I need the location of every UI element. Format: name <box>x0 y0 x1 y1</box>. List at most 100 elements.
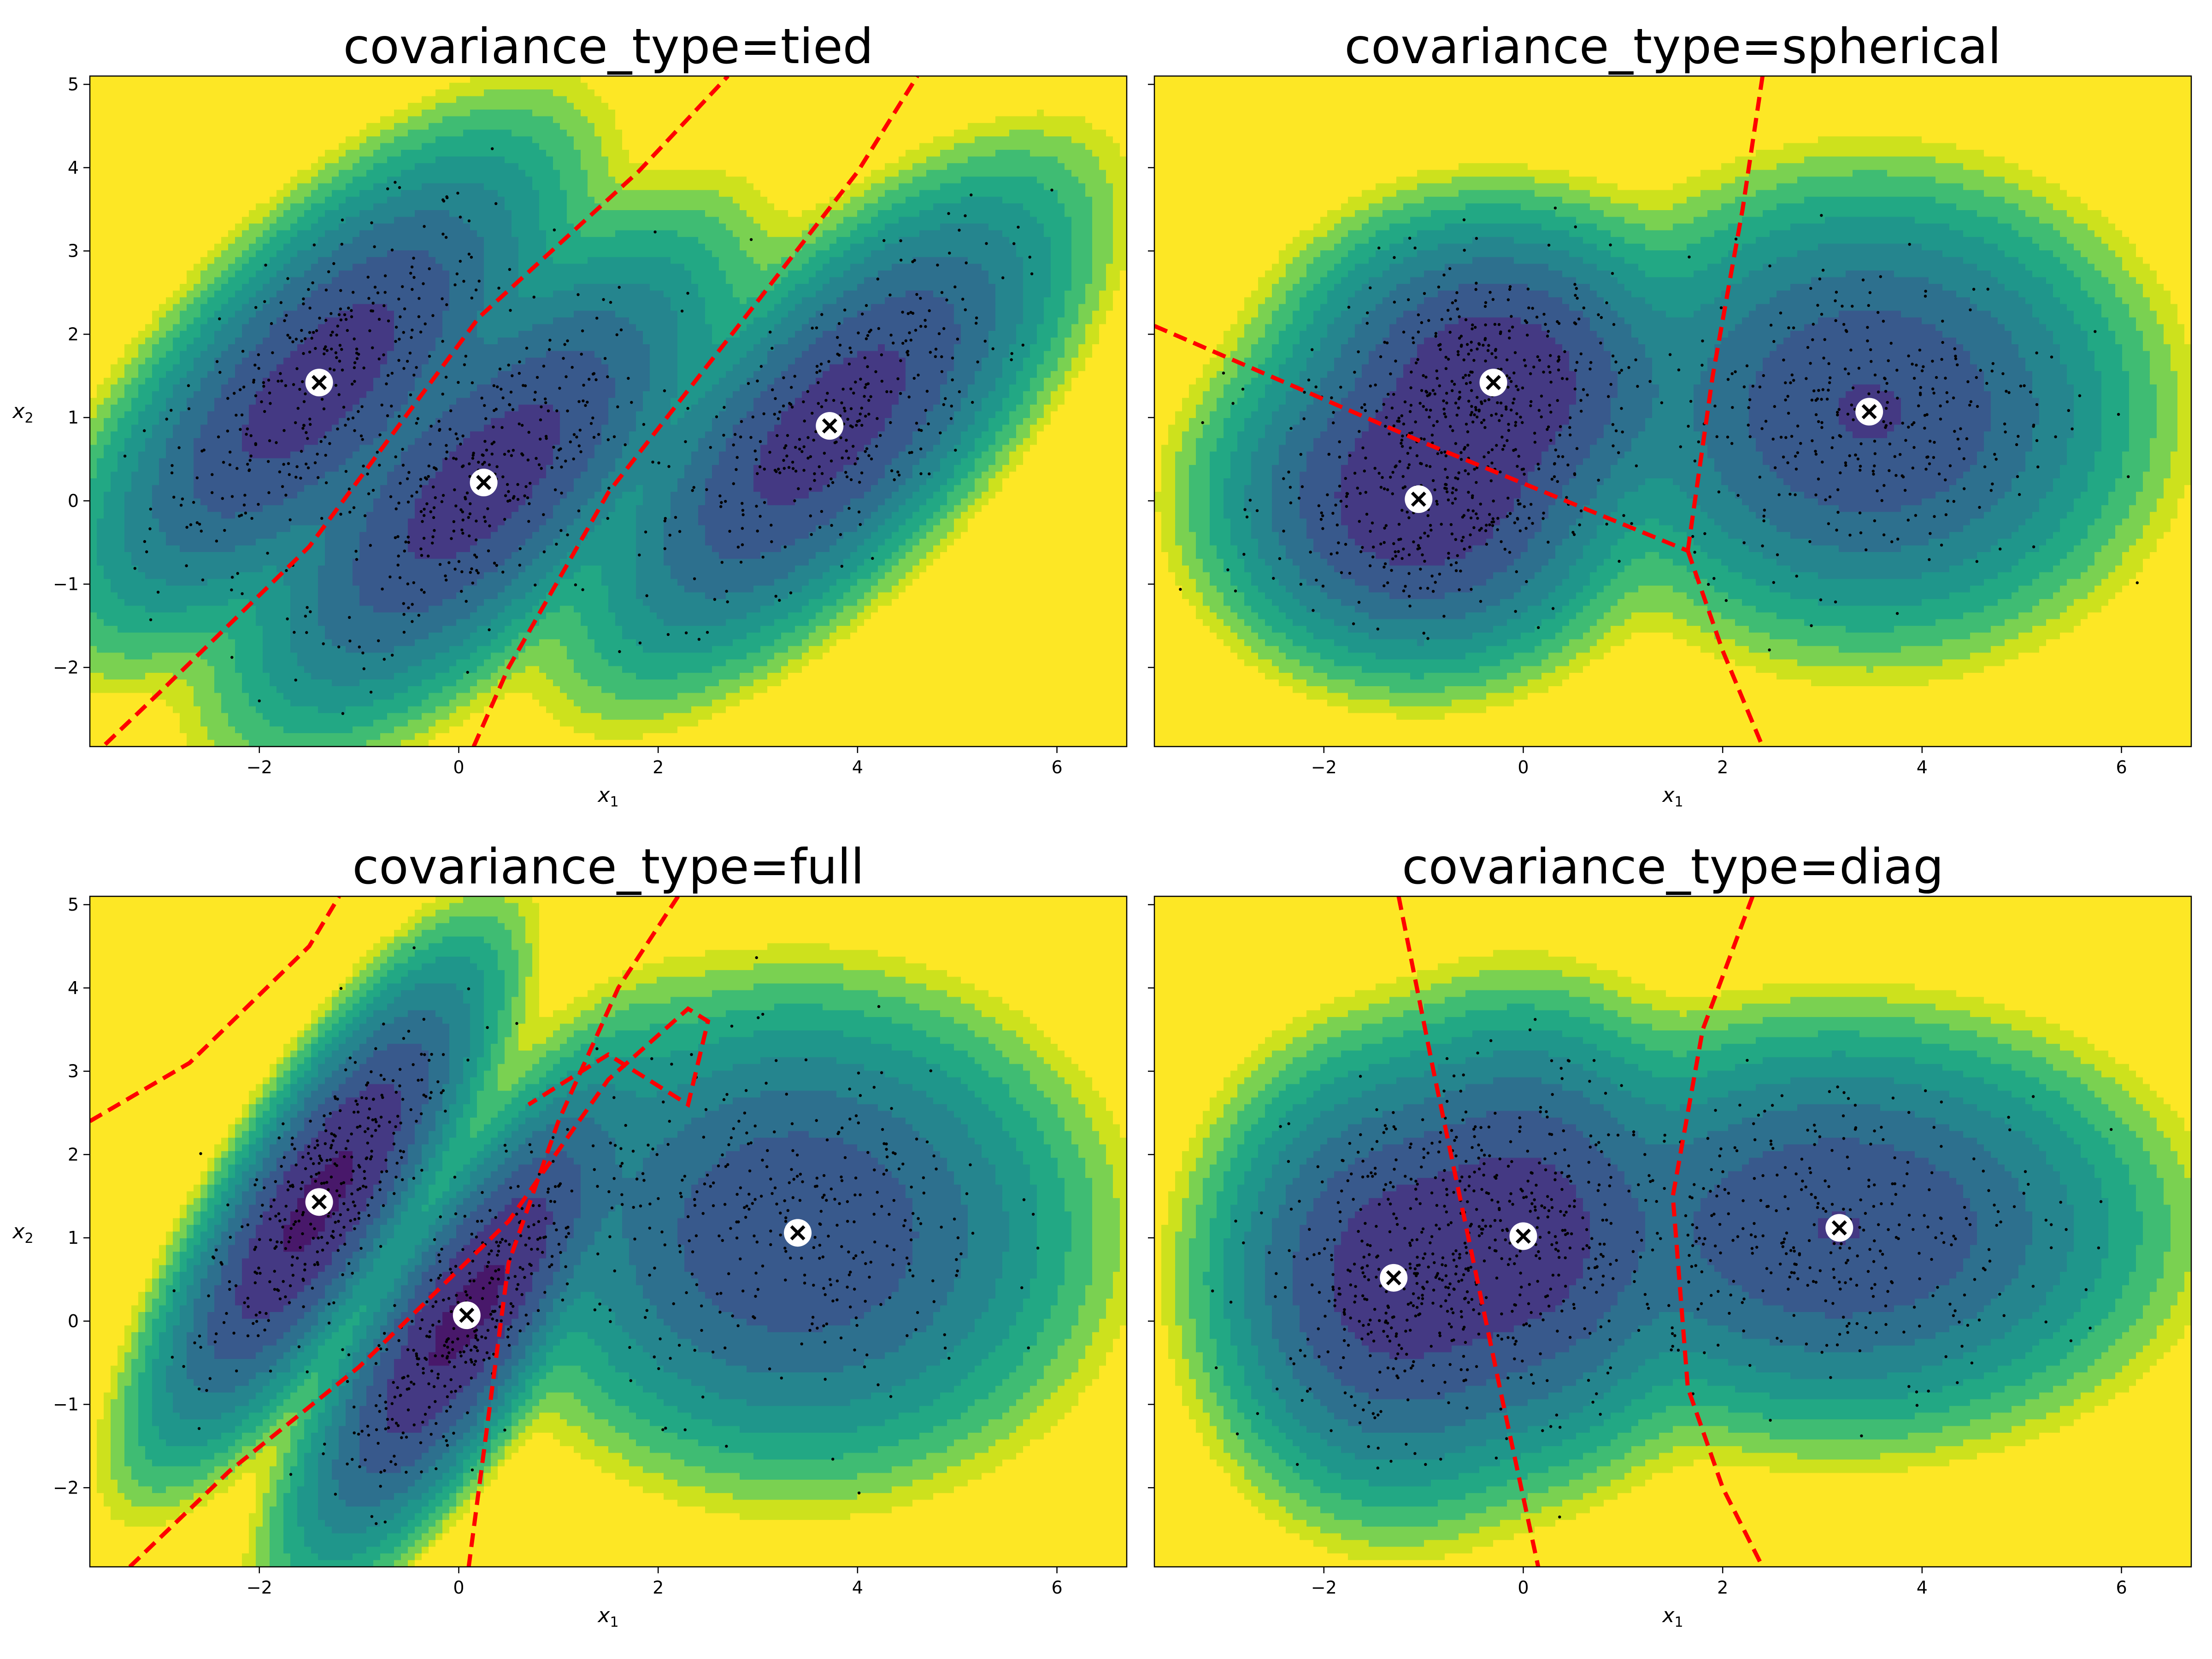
sample-point <box>755 956 758 959</box>
sample-point <box>1734 371 1736 373</box>
sample-point <box>657 1367 660 1370</box>
sample-point <box>1475 282 1477 284</box>
sample-point <box>373 245 376 248</box>
sample-point <box>638 553 641 556</box>
sample-point <box>497 1250 500 1253</box>
sample-point <box>1554 1235 1557 1238</box>
sample-point <box>1338 456 1341 459</box>
sample-point <box>433 1238 436 1241</box>
sample-point <box>157 591 159 594</box>
sample-point <box>1529 1210 1532 1212</box>
sample-point <box>1929 532 1931 535</box>
sample-point <box>348 488 351 490</box>
sample-point <box>1466 1368 1469 1371</box>
sample-point <box>1608 1163 1611 1166</box>
sample-point <box>1560 1067 1563 1070</box>
sample-point <box>1999 1220 2002 1223</box>
sample-point <box>825 1199 828 1201</box>
sample-point <box>1953 347 1956 350</box>
sample-point <box>1572 1303 1575 1306</box>
sample-point <box>1873 440 1876 442</box>
sample-point <box>693 577 696 580</box>
sample-point <box>1717 1185 1720 1188</box>
sample-point <box>1384 425 1387 428</box>
sample-point <box>1842 323 1845 326</box>
sample-point <box>1467 353 1470 355</box>
sample-point <box>1447 1401 1450 1404</box>
sample-point <box>1831 1302 1834 1305</box>
sample-point <box>1742 1330 1745 1332</box>
sample-point <box>432 486 435 488</box>
sample-point <box>1490 352 1493 355</box>
sample-point <box>1881 1253 1884 1256</box>
sample-point <box>939 431 941 434</box>
sample-point <box>400 1436 403 1439</box>
sample-point <box>1451 389 1453 392</box>
sample-point <box>765 1165 768 1168</box>
sample-point <box>1376 1140 1378 1143</box>
sample-point <box>523 494 526 497</box>
sample-point <box>407 606 410 609</box>
y-axis-label: x2 <box>12 400 33 426</box>
sample-point <box>1441 1279 1444 1282</box>
sample-point <box>353 1406 355 1408</box>
sample-point <box>1991 370 1994 372</box>
sample-point <box>456 1337 459 1340</box>
sample-point <box>783 1247 786 1249</box>
sample-point <box>1426 1281 1429 1283</box>
sample-point <box>1371 1175 1374 1177</box>
sample-point <box>1993 453 1996 456</box>
sample-point <box>702 1135 705 1138</box>
sample-point <box>1784 381 1787 384</box>
sample-point <box>953 285 956 288</box>
sample-point <box>1395 1217 1398 1220</box>
sample-point <box>1311 348 1313 351</box>
sample-point <box>1757 1114 1760 1117</box>
sample-point <box>1458 315 1460 318</box>
sample-point <box>1795 468 1798 471</box>
y-tick-label: 1 <box>68 1228 79 1248</box>
sample-point <box>629 1379 632 1382</box>
sample-point <box>1881 499 1883 502</box>
sample-point <box>218 318 221 320</box>
sample-point <box>1519 1125 1522 1128</box>
sample-point <box>1588 1246 1591 1249</box>
sample-point <box>143 429 146 432</box>
sample-point <box>1409 447 1412 449</box>
sample-point <box>353 1227 356 1230</box>
sample-point <box>1424 1463 1427 1466</box>
sample-point <box>917 1217 919 1220</box>
sample-point <box>425 1358 428 1361</box>
sample-point <box>307 466 310 469</box>
sample-point <box>1620 1084 1623 1087</box>
sample-point <box>1337 1201 1340 1204</box>
sample-point <box>279 372 282 375</box>
sample-point <box>566 1128 569 1131</box>
sample-point <box>912 1275 914 1277</box>
sample-point <box>1822 269 1824 271</box>
sample-point <box>1606 1371 1609 1374</box>
sample-point <box>1691 1244 1694 1247</box>
sample-point <box>1422 1257 1424 1259</box>
sample-point <box>802 469 805 471</box>
sample-point <box>353 361 356 364</box>
sample-point <box>1298 497 1300 500</box>
sample-point <box>1735 238 1737 241</box>
sample-point <box>1476 517 1479 520</box>
sample-point <box>1458 471 1460 474</box>
sample-point <box>1377 247 1380 249</box>
sample-point <box>280 1241 283 1244</box>
x-tick-label: −2 <box>1311 757 1337 777</box>
sample-point <box>470 1358 472 1361</box>
sample-point <box>792 1196 794 1199</box>
sample-point <box>578 444 581 447</box>
sample-point <box>427 1382 430 1385</box>
sample-point <box>1788 1276 1791 1278</box>
sample-point <box>421 520 424 523</box>
sample-point <box>743 1206 746 1209</box>
sample-point <box>724 500 727 503</box>
sample-point <box>255 1320 258 1323</box>
sample-point <box>889 1395 892 1398</box>
sample-point <box>1478 1225 1481 1228</box>
sample-point <box>124 455 126 458</box>
